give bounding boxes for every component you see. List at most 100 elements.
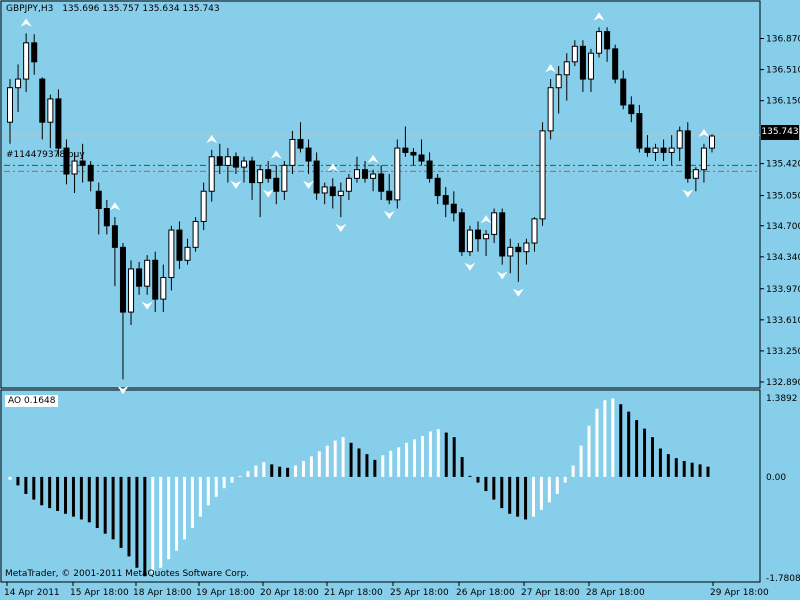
candle-body [31,42,38,63]
candle-body [547,87,554,132]
fractal-up-icon [270,150,282,159]
candle-body [168,229,175,279]
fractal-up-icon [698,128,710,138]
candle-body [249,160,256,184]
candle [571,40,578,67]
order-line-label: #114479378 buy [6,150,85,160]
candle-body [709,135,715,149]
candle [168,225,175,291]
candle [353,156,360,183]
candle-body [257,169,264,184]
candle-body [652,147,659,153]
candle-body [216,156,223,166]
fractal-down-icon [335,223,347,233]
ao-scale-zero: 0.00 [766,473,786,483]
candle [660,139,667,162]
candle-body [442,195,449,205]
candle [103,199,110,235]
time-axis-label: 27 Apr 18:00 [521,588,580,598]
price-scale-label: 133.970 [766,285,800,295]
candle [176,221,183,269]
candle-body [531,218,538,244]
candle [257,165,264,218]
time-axis-label: 18 Apr 18:00 [133,588,192,598]
fractal-down-icon [682,189,694,198]
candle [692,167,699,192]
candle [152,251,159,313]
price-scale-label: 133.250 [766,347,800,357]
time-axis-label: 15 Apr 18:00 [70,588,129,598]
candle-body [200,190,207,222]
candle-body [386,190,393,201]
candle-body [160,277,167,300]
candle [547,79,554,140]
candle-body [273,177,280,192]
candle-body [660,147,667,153]
candle-body [15,78,22,89]
candle [160,264,167,313]
time-axis-label: 20 Apr 18:00 [260,588,319,598]
candle [47,94,54,149]
candle-body [192,220,199,248]
candle-body [152,259,159,300]
candle [370,169,377,192]
candle-body [39,78,46,123]
time-axis-label: 19 Apr 18:00 [196,588,255,598]
candle [313,152,320,200]
candle-body [458,212,465,253]
fractal-down-icon [496,271,508,280]
candle-body [144,259,151,287]
candle-body [87,164,94,182]
candle [232,152,239,174]
candle-body [176,229,183,261]
candle [289,130,296,174]
fractal-down-icon [512,288,524,297]
price-scale-label: 136.870 [766,35,800,45]
candle-body [47,98,54,123]
candle [337,182,344,218]
candle [386,173,393,205]
candle [208,149,215,202]
candle-body [402,147,409,153]
candle-body [378,173,385,192]
candle-body [224,156,231,166]
candle-body [604,31,611,50]
candle [119,243,126,380]
copyright-label: MetaTrader, © 2001-2011 MetaQuotes Softw… [5,569,250,579]
time-axis-label: 14 Apr 2011 [4,588,60,598]
candle-body [232,156,239,168]
price-scale-label: 133.610 [766,316,800,326]
candle [345,173,352,200]
candle-body [95,190,102,210]
candle [144,255,151,295]
candle [87,161,94,192]
candle-body [63,147,70,175]
symbol-label: GBPJPY,H3 [6,4,54,14]
candle-body [353,169,360,179]
current-price-badge: 135.743 [761,125,799,140]
candle-body [434,177,441,197]
fractal-down-icon [262,189,274,198]
fractal-up-icon [480,215,492,224]
candle [39,77,46,140]
candle [579,40,586,93]
candle-body [345,177,352,192]
candle [491,208,498,244]
candle-body [579,45,586,80]
price-scale-label: 136.510 [766,66,800,76]
candle [507,238,514,274]
chart-header: GBPJPY,H3 135.696 135.757 135.634 135.74… [6,4,220,14]
candle [612,44,619,84]
candle [200,182,207,231]
fractal-up-icon [367,154,379,163]
candle-body [628,104,635,115]
candle [402,126,409,157]
fractal-down-icon [464,262,476,271]
candle [216,143,223,174]
candle [596,27,603,58]
candle [23,33,30,93]
candle [265,161,272,183]
candle-body [668,147,675,153]
